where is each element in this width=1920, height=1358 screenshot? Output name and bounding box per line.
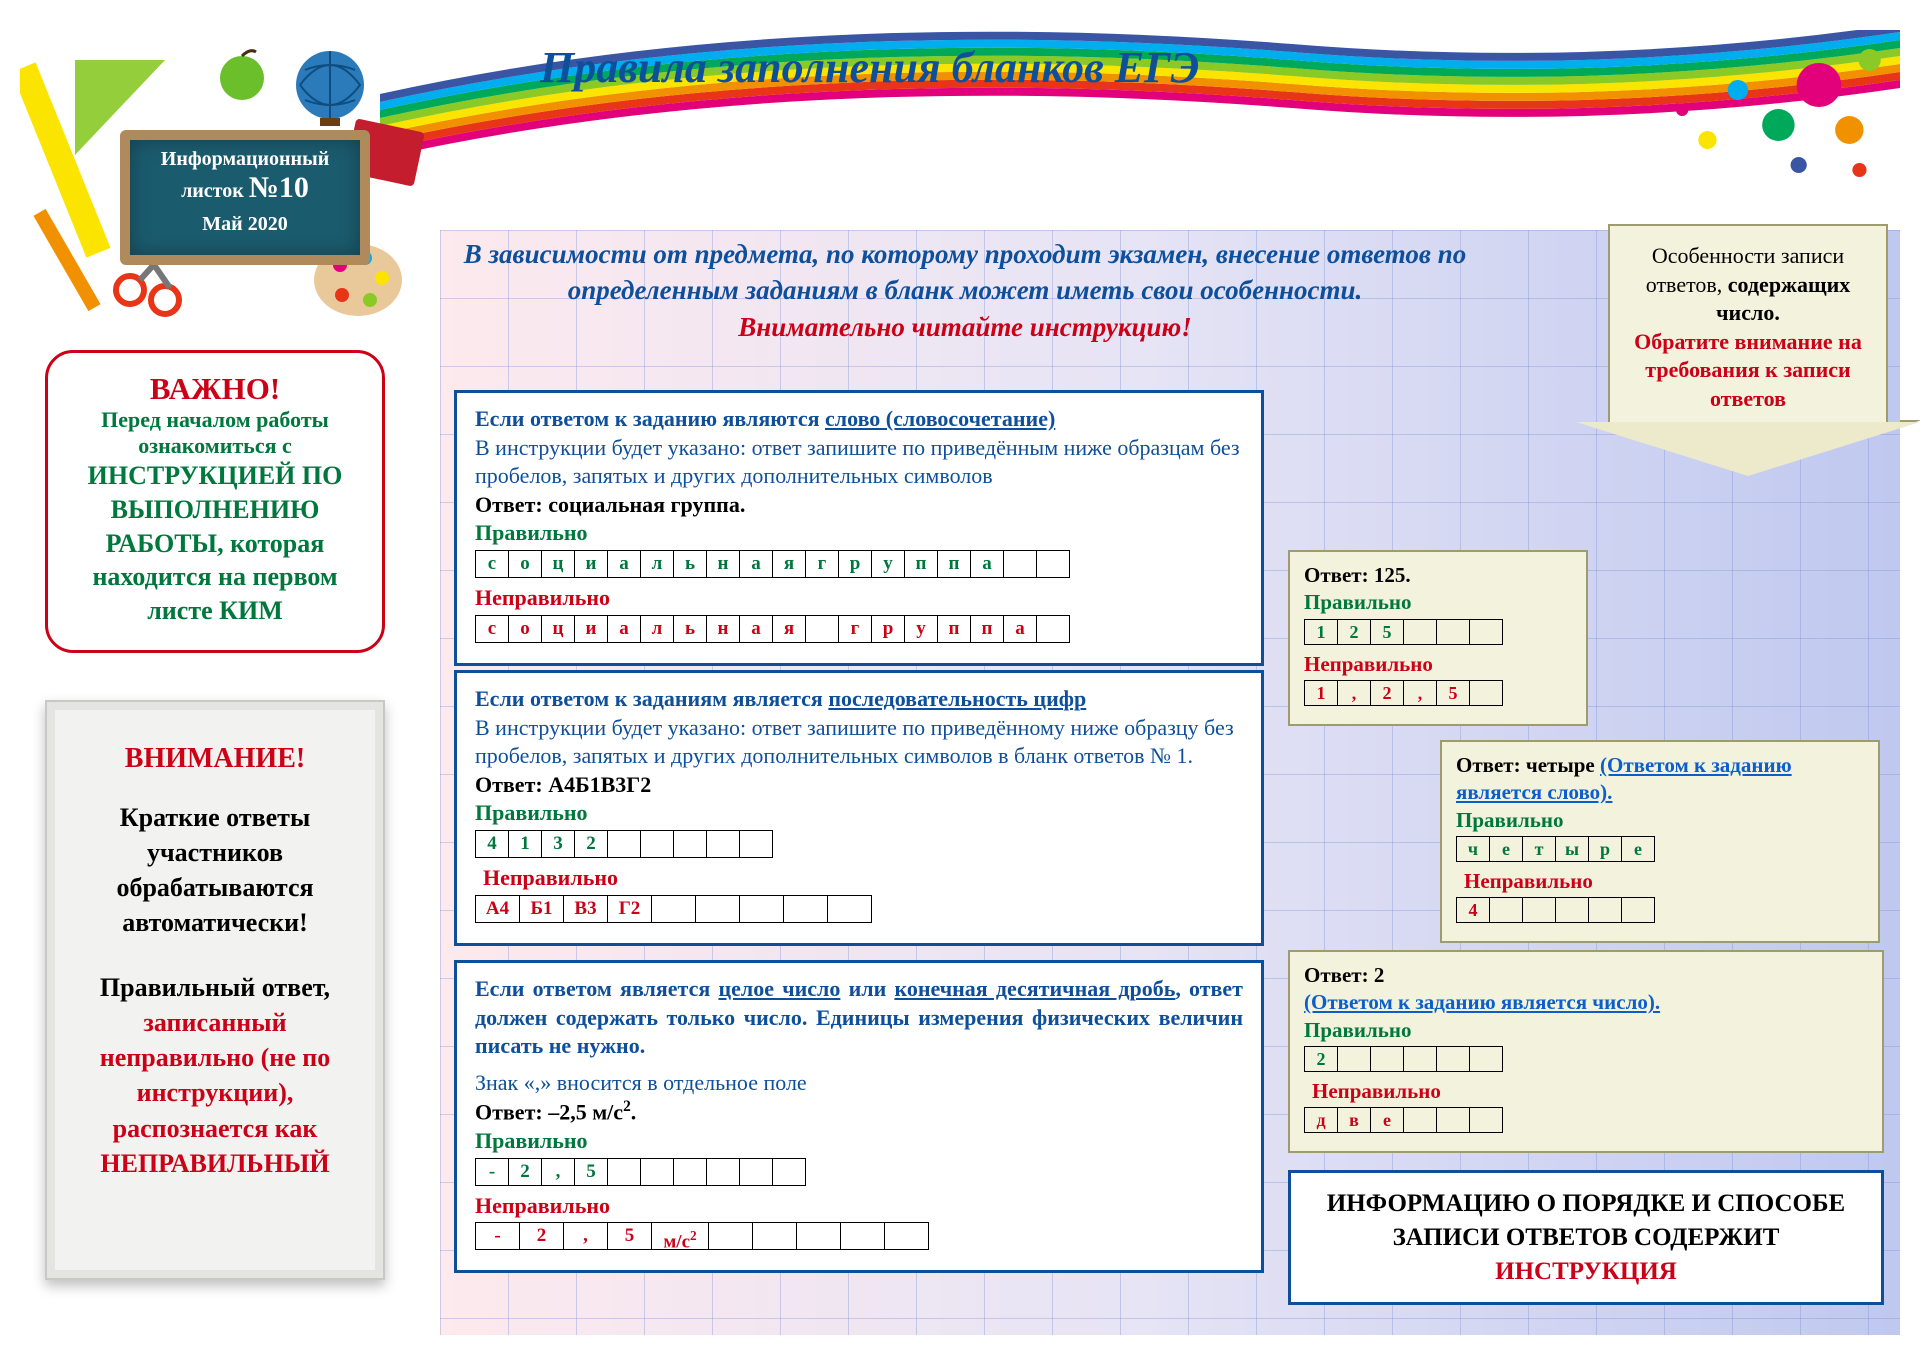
rule3-wrong-label: Неправильно bbox=[475, 1192, 1243, 1221]
attention-header: ВНИМАНИЕ! bbox=[71, 740, 359, 778]
rule3-cells-wrong: -2,5м/с2 bbox=[475, 1222, 1243, 1250]
info-plaque: Информационный листок №10 Май 2020 bbox=[120, 130, 370, 265]
rule1-cells-correct: социальнаягруппа bbox=[475, 550, 1243, 578]
important-header: ВАЖНО! bbox=[68, 371, 362, 407]
plaque-line3: Май 2020 bbox=[130, 213, 360, 236]
mini1-cells-wrong: 1,2,5 bbox=[1304, 680, 1572, 706]
rule1-answer: Ответ: социальная группа. bbox=[475, 491, 1243, 520]
rule-card-sequence: Если ответом к заданиям является последо… bbox=[454, 670, 1264, 946]
rule2-cells-correct: 4132 bbox=[475, 830, 1243, 858]
rule3-correct-label: Правильно bbox=[475, 1127, 1243, 1156]
rule1-wrong-label: Неправильно bbox=[475, 584, 1243, 613]
mini1-wrong-label: Неправильно bbox=[1304, 651, 1572, 678]
rule2-wrong-label: Неправильно bbox=[483, 864, 1243, 893]
mini3-correct-label: Правильно bbox=[1304, 1017, 1868, 1044]
school-supplies-corner: Информационный листок №10 Май 2020 bbox=[20, 30, 440, 310]
arrow-callout: Особенности записи ответов, содержащих ч… bbox=[1608, 224, 1888, 478]
attention-p1: Краткие ответы участников обрабатываются… bbox=[71, 800, 359, 940]
important-box: ВАЖНО! Перед началом работы ознакомиться… bbox=[45, 350, 385, 653]
mini-card-two: Ответ: 2 (Ответом к заданию является чис… bbox=[1288, 950, 1884, 1153]
mini2-cells-correct: четыре bbox=[1456, 836, 1864, 862]
mini3-answer: Ответ: 2 bbox=[1304, 962, 1868, 989]
rule1-cells-wrong: социальнаягруппа bbox=[475, 615, 1243, 643]
rule2-answer: Ответ: А4Б1В3Г2 bbox=[475, 771, 1243, 800]
attention-box: ВНИМАНИЕ! Краткие ответы участников обра… bbox=[45, 700, 385, 1280]
mini1-answer: Ответ: 125. bbox=[1304, 562, 1572, 589]
mini3-wrong-label: Неправильно bbox=[1312, 1078, 1868, 1105]
rule1-body: В инструкции будет указано: ответ запиши… bbox=[475, 434, 1243, 491]
rule1-lead: Если ответом к заданию являются слово (с… bbox=[475, 405, 1243, 434]
important-pre: Перед началом работы ознакомиться с bbox=[68, 407, 362, 459]
rule-card-word: Если ответом к заданию являются слово (с… bbox=[454, 390, 1264, 666]
rule3-answer: Ответ: –2,5 м/с2. bbox=[475, 1097, 1243, 1127]
mini3-cells-correct: 2 bbox=[1304, 1046, 1868, 1072]
rule2-correct-label: Правильно bbox=[475, 799, 1243, 828]
mini3-cells-wrong: две bbox=[1304, 1107, 1868, 1133]
mini2-cells-wrong: 4 bbox=[1456, 897, 1864, 923]
mini2-wrong-label: Неправильно bbox=[1464, 868, 1864, 895]
mini-card-four: Ответ: четыре (Ответом к заданию являетс… bbox=[1440, 740, 1880, 943]
bottom-info-box: ИНФОРМАЦИЮ О ПОРЯДКЕ И СПОСОБЕ ЗАПИСИ ОТ… bbox=[1288, 1170, 1884, 1305]
mini2-answer: Ответ: четыре (Ответом к заданию являетс… bbox=[1456, 752, 1864, 807]
page-title: Правила заполнения бланков ЕГЭ bbox=[540, 42, 1199, 93]
rule3-lead: Если ответом является целое число или ко… bbox=[475, 975, 1243, 1061]
mini1-cells-correct: 125 bbox=[1304, 619, 1572, 645]
mini2-correct-label: Правильно bbox=[1456, 807, 1864, 834]
rule1-correct-label: Правильно bbox=[475, 519, 1243, 548]
mini3-link: (Ответом к заданию является число). bbox=[1304, 989, 1868, 1016]
rule3-note: Знак «,» вносится в отдельное поле bbox=[475, 1069, 1243, 1098]
rule-card-number: Если ответом является целое число или ко… bbox=[454, 960, 1264, 1273]
rule2-body: В инструкции будет указано: ответ запиши… bbox=[475, 714, 1243, 771]
important-body: ИНСТРУКЦИЕЙ ПО ВЫПОЛНЕНИЮ РАБОТЫ, котора… bbox=[68, 459, 362, 628]
rule2-cells-wrong: А4Б1В3Г2 bbox=[475, 895, 1243, 923]
rule2-lead: Если ответом к заданиям является последо… bbox=[475, 685, 1243, 714]
mini-card-125: Ответ: 125. Правильно 125 Неправильно 1,… bbox=[1288, 550, 1588, 726]
plaque-line2: листок №10 bbox=[130, 171, 360, 205]
grid-background: В зависимости от предмета, по которому п… bbox=[440, 230, 1900, 1335]
rule3-cells-correct: -2,5 bbox=[475, 1158, 1243, 1186]
plaque-line1: Информационный bbox=[130, 148, 360, 171]
attention-p2: Правильный ответ, записанный неправильно… bbox=[71, 970, 359, 1181]
mini1-correct-label: Правильно bbox=[1304, 589, 1572, 616]
